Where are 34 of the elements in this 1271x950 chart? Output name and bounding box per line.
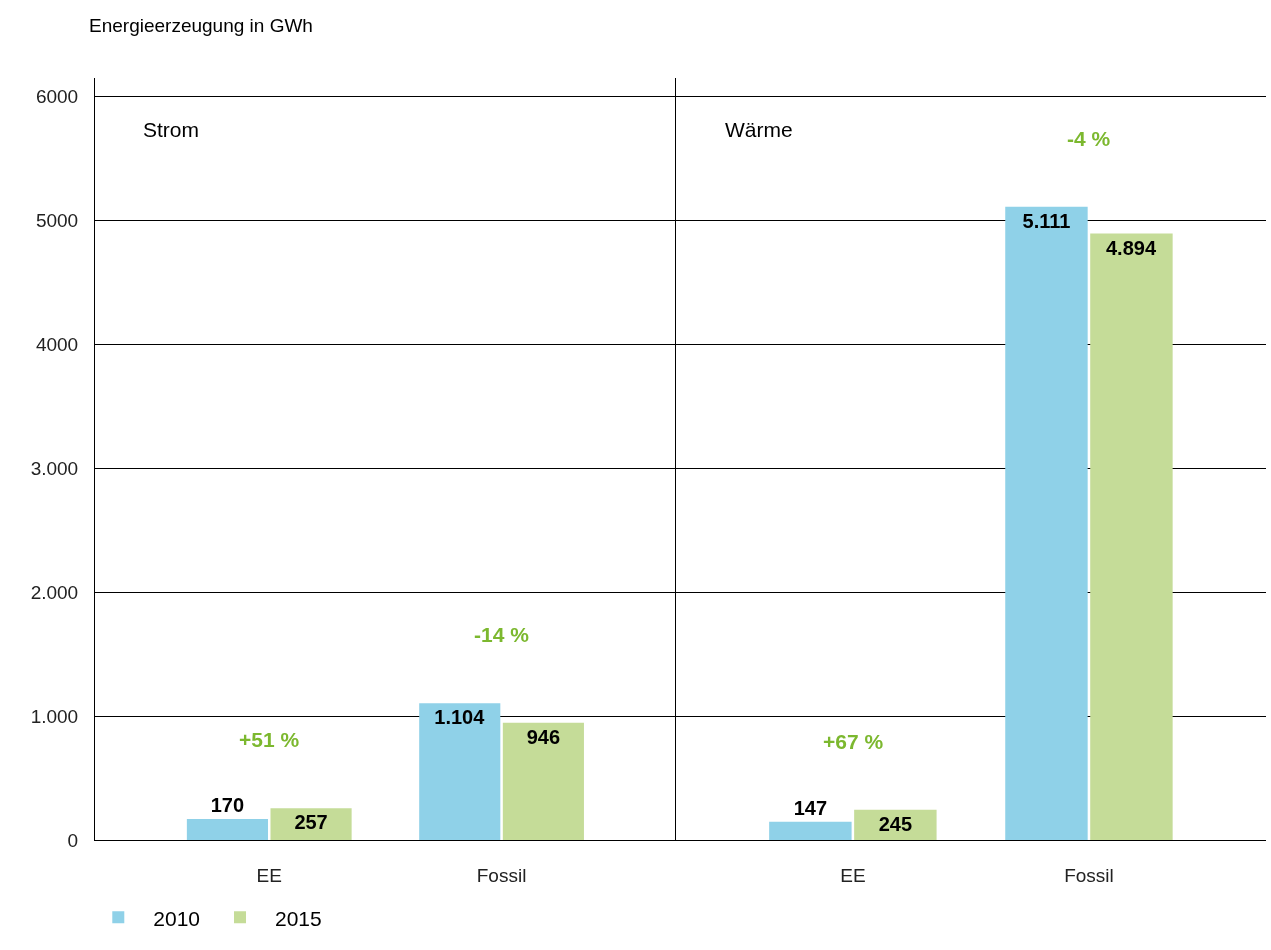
data-label: 4.894 — [1105, 236, 1157, 259]
y-tick-label: 3.000 — [30, 457, 79, 479]
y-tick-label: 1.000 — [30, 705, 79, 727]
data-label: 170 — [210, 793, 245, 816]
data-label: 257 — [294, 811, 328, 834]
bar — [502, 722, 584, 840]
x-tick-label: EE — [256, 864, 282, 886]
y-tick-label: 0 — [67, 829, 79, 851]
y-tick-label: 5000 — [35, 210, 79, 232]
bar — [419, 703, 501, 840]
text: Wärme — [725, 118, 793, 141]
annotation: -14 % — [474, 623, 530, 646]
y-tick-label: 6000 — [35, 86, 79, 108]
annotation: -4 % — [1067, 127, 1111, 150]
x-tick-label: Fossil — [1064, 864, 1114, 886]
legend-label: 2010 — [153, 906, 201, 930]
annotation: +67 % — [823, 730, 884, 753]
bar — [1090, 233, 1173, 840]
text: Strom — [143, 118, 200, 141]
bar — [186, 818, 268, 840]
data-label: 245 — [878, 812, 913, 835]
data-label: 5.111 — [1022, 209, 1071, 232]
y-tick-label: 4000 — [35, 334, 79, 356]
x-tick-label: Fossil — [476, 864, 527, 886]
bar — [1005, 206, 1088, 840]
y-axis-title: Energieerzeugung in GWh — [89, 15, 313, 36]
legend-label: 2015 — [275, 906, 322, 930]
y-tick-label: 2.000 — [30, 581, 79, 603]
x-tick-label: EE — [840, 864, 866, 886]
data-label: 1.104 — [434, 706, 486, 729]
data-label: 147 — [793, 796, 828, 819]
annotation: +51 % — [239, 728, 300, 751]
data-label: 946 — [526, 725, 561, 748]
bar — [769, 821, 852, 840]
